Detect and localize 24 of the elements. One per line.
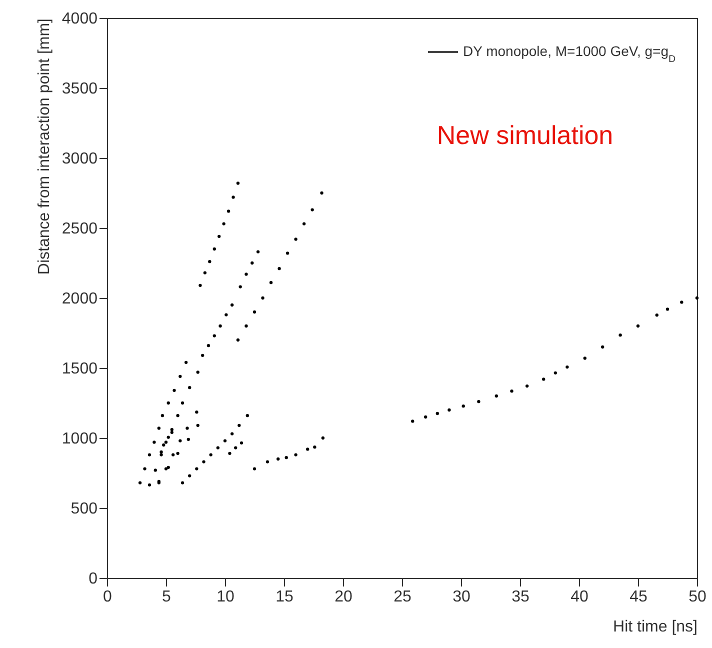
y-tick-label: 500: [70, 500, 98, 518]
y-tick-label: 1500: [62, 360, 98, 378]
y-tick-label: 3500: [62, 80, 98, 98]
y-tick-label: 1000: [62, 430, 98, 448]
x-tick-label: 5: [162, 588, 172, 606]
x-tick-label: 40: [570, 588, 588, 606]
x-tick-label: 25: [394, 588, 412, 606]
y-axis-title: Distance from interaction point [mm]: [36, 18, 53, 275]
x-tick-label: 35: [512, 588, 530, 606]
x-tick-label: 45: [630, 588, 648, 606]
y-tick-label: 4000: [62, 10, 98, 28]
y-tick-label: 3000: [62, 150, 98, 168]
x-tick-label: 0: [103, 588, 112, 606]
x-tick-label: 50: [688, 588, 706, 606]
x-tick-label: 20: [334, 588, 352, 606]
legend-label: DY monopole, M=1000 GeV, g=g$_{D}$: [463, 43, 676, 64]
x-axis-title: Hit time [ns]: [613, 618, 698, 636]
y-tick-label: 2500: [62, 220, 98, 238]
x-tick-label: 30: [452, 588, 470, 606]
y-tick-label: 0: [88, 570, 98, 588]
x-tick-label: 10: [216, 588, 234, 606]
annotation: New simulation: [436, 120, 614, 150]
y-tick-label: 2000: [62, 290, 98, 308]
x-tick-label: 15: [276, 588, 294, 606]
